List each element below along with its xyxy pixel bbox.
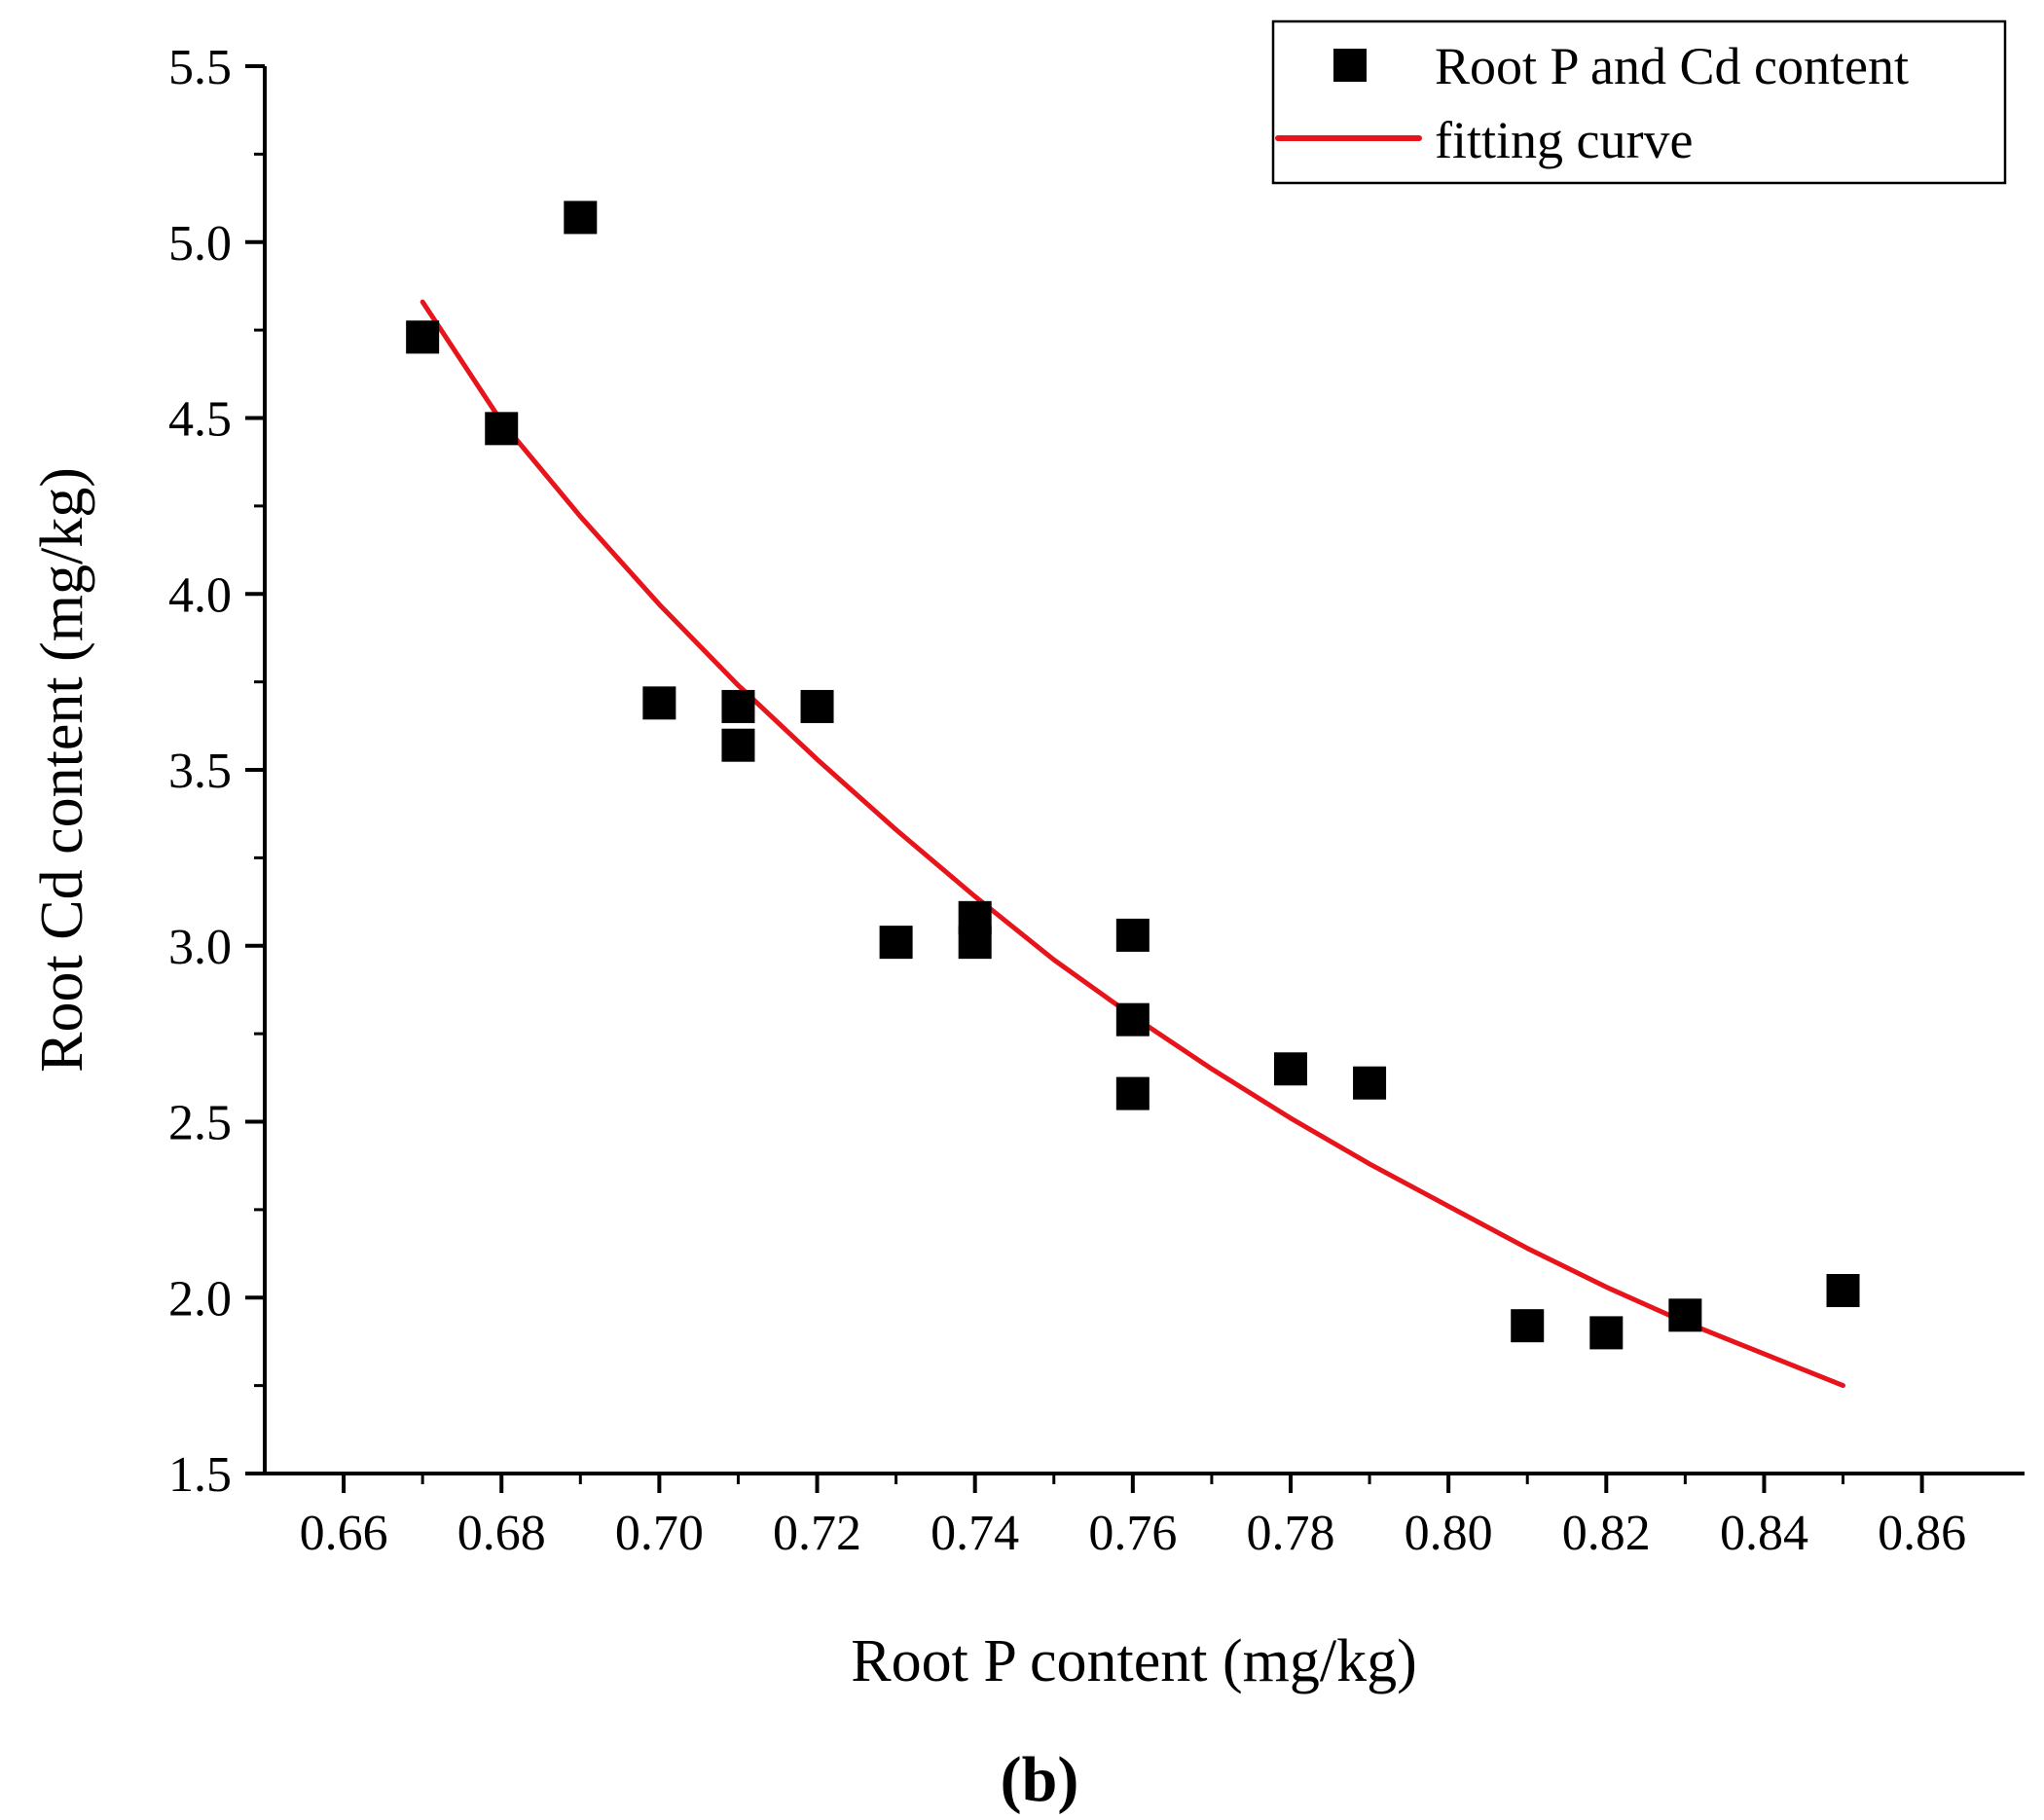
x-axis-ticks: 0.66 0.68 0.70 0.72 0.74 0.76 0.78 0.80 0.82 0.84…: [300, 1474, 1966, 1561]
y-tick-label: 4.0: [168, 567, 232, 623]
y-tick-label: 3.5: [168, 744, 232, 799]
plot-area: [406, 200, 1860, 1389]
axes: [263, 66, 2025, 1475]
data-point: [1589, 1316, 1624, 1350]
y-tick-label: 5.0: [168, 216, 232, 272]
panel-label: (b): [1001, 1744, 1079, 1815]
data-point: [485, 412, 519, 446]
data-point: [1511, 1309, 1545, 1343]
y-tick-label: 1.5: [168, 1447, 232, 1503]
x-tick-label: 0.68: [457, 1506, 546, 1561]
x-tick-label: 0.80: [1405, 1506, 1493, 1561]
legend-box: [1271, 19, 2007, 185]
legend-label-scatter: Root P and Cd content: [1435, 37, 1909, 95]
legend-label-curve: fitting curve: [1435, 111, 1693, 169]
x-tick-label: 0.72: [773, 1506, 861, 1561]
data-point: [1353, 1066, 1387, 1100]
data-point: [1826, 1274, 1860, 1308]
x-axis-title: Root P content (mg/kg): [851, 1628, 1417, 1694]
data-point: [1115, 918, 1150, 952]
y-tick-label: 3.0: [168, 920, 232, 975]
data-point: [721, 728, 755, 762]
data-point: [642, 686, 676, 720]
data-point: [1115, 1076, 1150, 1110]
data-point: [1273, 1052, 1307, 1086]
legend-marker-square: [1333, 49, 1367, 82]
x-tick-label: 0.76: [1088, 1506, 1177, 1561]
data-point: [1115, 1002, 1150, 1037]
y-axis-ticks: 1.5 2.0 2.5 3.0 3.5 4.0 4.5 5.0 5.5: [168, 40, 265, 1503]
y-tick-label: 2.5: [168, 1096, 232, 1151]
x-tick-label: 0.74: [931, 1506, 1019, 1561]
x-tick-label: 0.86: [1878, 1506, 1966, 1561]
legend: Root P and Cd content fitting curve: [1271, 19, 2007, 185]
x-tick-label: 0.82: [1562, 1506, 1651, 1561]
fitting-curve-line: [420, 299, 1845, 1389]
data-point: [800, 689, 834, 723]
y-axis-title: Root Cd content (mg/kg): [29, 467, 95, 1073]
data-point: [879, 926, 913, 960]
x-tick-label: 0.70: [615, 1506, 704, 1561]
data-point: [406, 320, 440, 354]
data-point: [1668, 1298, 1702, 1332]
data-point: [721, 689, 755, 723]
x-tick-label: 0.66: [300, 1506, 388, 1561]
y-tick-label: 4.5: [168, 392, 232, 448]
data-point: [958, 926, 992, 960]
x-tick-label: 0.84: [1720, 1506, 1808, 1561]
y-tick-label: 2.0: [168, 1271, 232, 1327]
data-point: [564, 200, 598, 235]
x-tick-label: 0.78: [1246, 1506, 1334, 1561]
y-tick-label: 5.5: [168, 40, 232, 95]
